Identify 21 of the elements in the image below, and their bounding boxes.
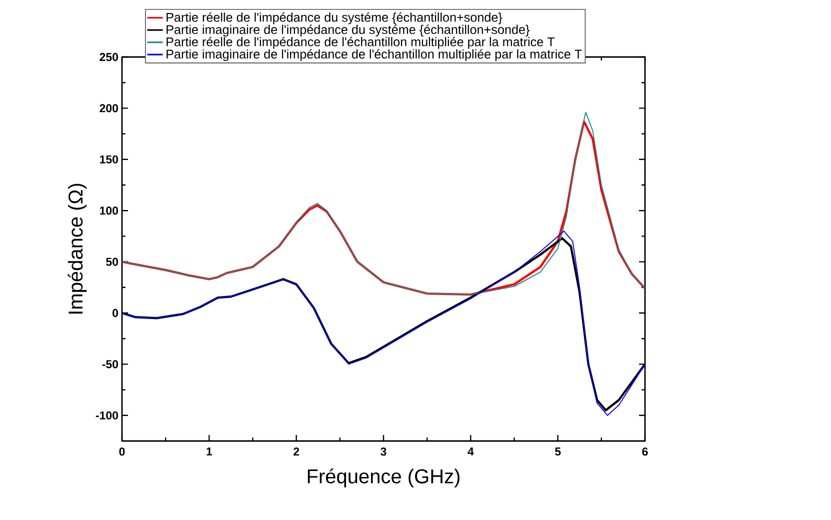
legend-label: Partie imaginaire de l'impédance du systéme {échantillon+sonde}	[166, 24, 530, 37]
legend-label: Partie réelle de l'impédance du systéme {échantillon+sonde}	[166, 12, 502, 24]
y-tick-label: -100	[96, 411, 118, 420]
legend-label: Partie réelle de l'impédance de l'échantillon multipliée par la matrice T	[166, 36, 555, 49]
y-tick-label: 100	[100, 206, 118, 215]
x-axis-title: Fréquence (GHz)	[308, 468, 460, 488]
y-tick-label: 50	[106, 258, 118, 266]
x-tick-label: 0	[119, 448, 125, 456]
y-tick-label: 250	[100, 52, 118, 62]
x-tick-label: 2	[294, 448, 300, 456]
x-tick-label: 3	[380, 448, 386, 456]
y-tick-label: 0	[112, 308, 118, 318]
x-tick-label: 5	[554, 448, 561, 456]
y-axis-title: Impédance (Ω)	[68, 184, 87, 314]
y-tick-label: 150	[100, 155, 118, 164]
legend-label: Partie imaginaire de l'impédance de l'échantillon multipliée par la matrice T	[166, 49, 582, 62]
y-tick-label: 200	[100, 104, 118, 112]
x-tick-label: 4	[468, 448, 474, 456]
x-tick-label: 1	[206, 448, 212, 456]
x-tick-label: 6	[642, 448, 648, 456]
y-tick-label: -50	[102, 360, 118, 368]
